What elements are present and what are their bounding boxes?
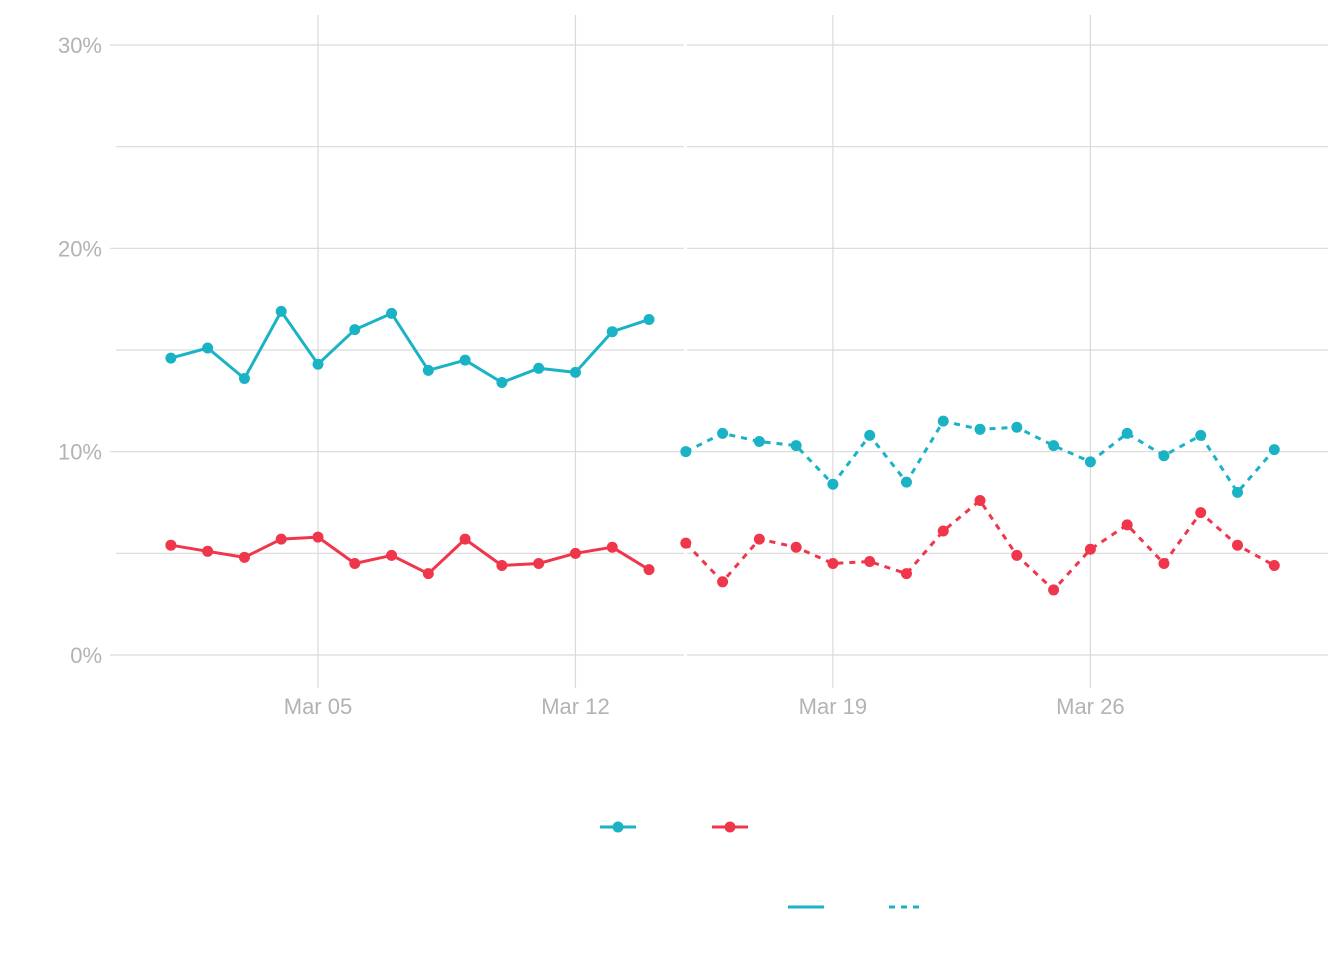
data-point [386, 549, 398, 561]
legend-color-key-point [612, 821, 624, 833]
data-point [790, 440, 802, 452]
data-point [459, 533, 471, 545]
legend [600, 821, 925, 909]
data-point [349, 558, 361, 569]
data-point [1195, 429, 1207, 441]
data-point [680, 446, 692, 458]
y-tick-label: 10% [58, 440, 102, 465]
data-point [864, 555, 876, 567]
data-point [790, 541, 802, 553]
data-point [1084, 543, 1096, 555]
data-point [606, 326, 618, 338]
data-point [349, 324, 361, 336]
data-point [1011, 421, 1023, 433]
data-point [569, 366, 581, 378]
data-point [1048, 440, 1060, 452]
y-axis: 0% 10% 20% 30% [58, 33, 102, 668]
data-point [900, 476, 912, 488]
data-point [1121, 427, 1133, 439]
data-point [312, 358, 324, 370]
data-point [1232, 486, 1243, 498]
series-line [170, 309, 650, 384]
data-point [1268, 444, 1280, 456]
data-point [753, 436, 765, 447]
data-point [533, 362, 545, 374]
y-tick-label: 30% [58, 33, 102, 58]
x-tick-label: Mar 12 [541, 694, 609, 719]
data-point [1232, 539, 1243, 551]
data-point [1084, 456, 1096, 468]
series-1 [165, 305, 1280, 498]
data-point [1011, 549, 1023, 561]
data-point [1268, 560, 1280, 572]
series-line [170, 535, 650, 576]
data-point [937, 525, 949, 537]
data-point [717, 576, 729, 588]
data-point [422, 568, 434, 580]
data-point [496, 560, 508, 572]
data-point [275, 533, 287, 545]
data-point [422, 364, 434, 376]
data-point [1158, 450, 1170, 462]
data-point [606, 541, 618, 553]
data-point [459, 354, 471, 366]
data-point [312, 531, 324, 543]
series-layer [165, 305, 1280, 596]
data-point [1048, 584, 1060, 596]
y-tick-label: 20% [58, 236, 102, 261]
data-point [533, 558, 545, 569]
data-point [974, 494, 986, 506]
data-point [202, 545, 214, 557]
data-point [753, 533, 765, 545]
data-point [1121, 519, 1133, 531]
data-point [569, 547, 581, 559]
data-point [864, 429, 876, 441]
data-point [717, 427, 729, 439]
data-point [496, 377, 508, 389]
data-point [386, 307, 398, 319]
data-point [680, 537, 692, 549]
data-point [827, 558, 839, 569]
x-tick-label: Mar 05 [284, 694, 352, 719]
grid [110, 15, 1328, 688]
x-axis: Mar 05 Mar 12 Mar 19 Mar 26 [284, 694, 1125, 719]
data-point [238, 551, 250, 563]
data-point [1158, 558, 1170, 569]
x-tick-label: Mar 26 [1056, 694, 1124, 719]
x-tick-label: Mar 19 [799, 694, 867, 719]
data-point [643, 564, 655, 576]
data-point [937, 415, 949, 427]
data-point [275, 305, 287, 317]
y-tick-label: 0% [70, 643, 102, 668]
series-line [684, 499, 1276, 592]
data-point [238, 372, 250, 384]
legend-color-key-point [724, 821, 736, 833]
data-point [165, 539, 177, 551]
data-point [165, 352, 177, 364]
data-point [900, 568, 912, 580]
data-point [974, 423, 986, 435]
data-point [643, 314, 655, 325]
series-2 [165, 494, 1280, 596]
data-point [202, 342, 214, 354]
data-point [1195, 507, 1207, 519]
data-point [827, 478, 839, 490]
